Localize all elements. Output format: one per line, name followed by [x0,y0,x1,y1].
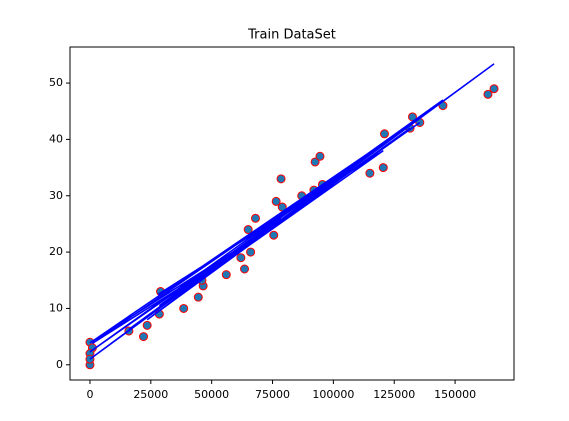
point [380,129,389,139]
point [378,163,388,173]
axes-frame [69,46,515,381]
x-tick-label: 75000 [255,388,290,401]
point [142,320,152,330]
point [246,247,256,257]
point [236,253,246,263]
y-tick-label: 40 [49,132,63,145]
point [276,174,286,184]
y-tick-label: 30 [49,189,63,202]
regression-line [89,63,495,360]
y-tick-label: 50 [49,76,63,89]
point [179,303,189,313]
x-tick-label: 100000 [312,388,354,401]
point [250,213,260,223]
x-tick-label: 50000 [194,388,229,401]
point [310,157,320,167]
x-tick-label: 0 [86,388,93,401]
chart-title: Train DataSet [247,28,336,43]
point [315,151,325,161]
point [489,84,499,94]
point [193,292,203,302]
y-tick-label: 20 [49,245,63,258]
point [243,225,253,235]
x-tick-label: 25000 [133,388,168,401]
y-tick-label: 10 [49,301,63,314]
x-tick-label: 150000 [434,388,476,401]
point [365,168,375,178]
y-tick-label: 0 [56,358,63,371]
point [221,270,231,280]
x-tick-label: 125000 [373,388,415,401]
point [139,332,149,342]
point [269,230,279,240]
point [483,89,493,99]
point [240,264,250,274]
point [271,196,281,206]
